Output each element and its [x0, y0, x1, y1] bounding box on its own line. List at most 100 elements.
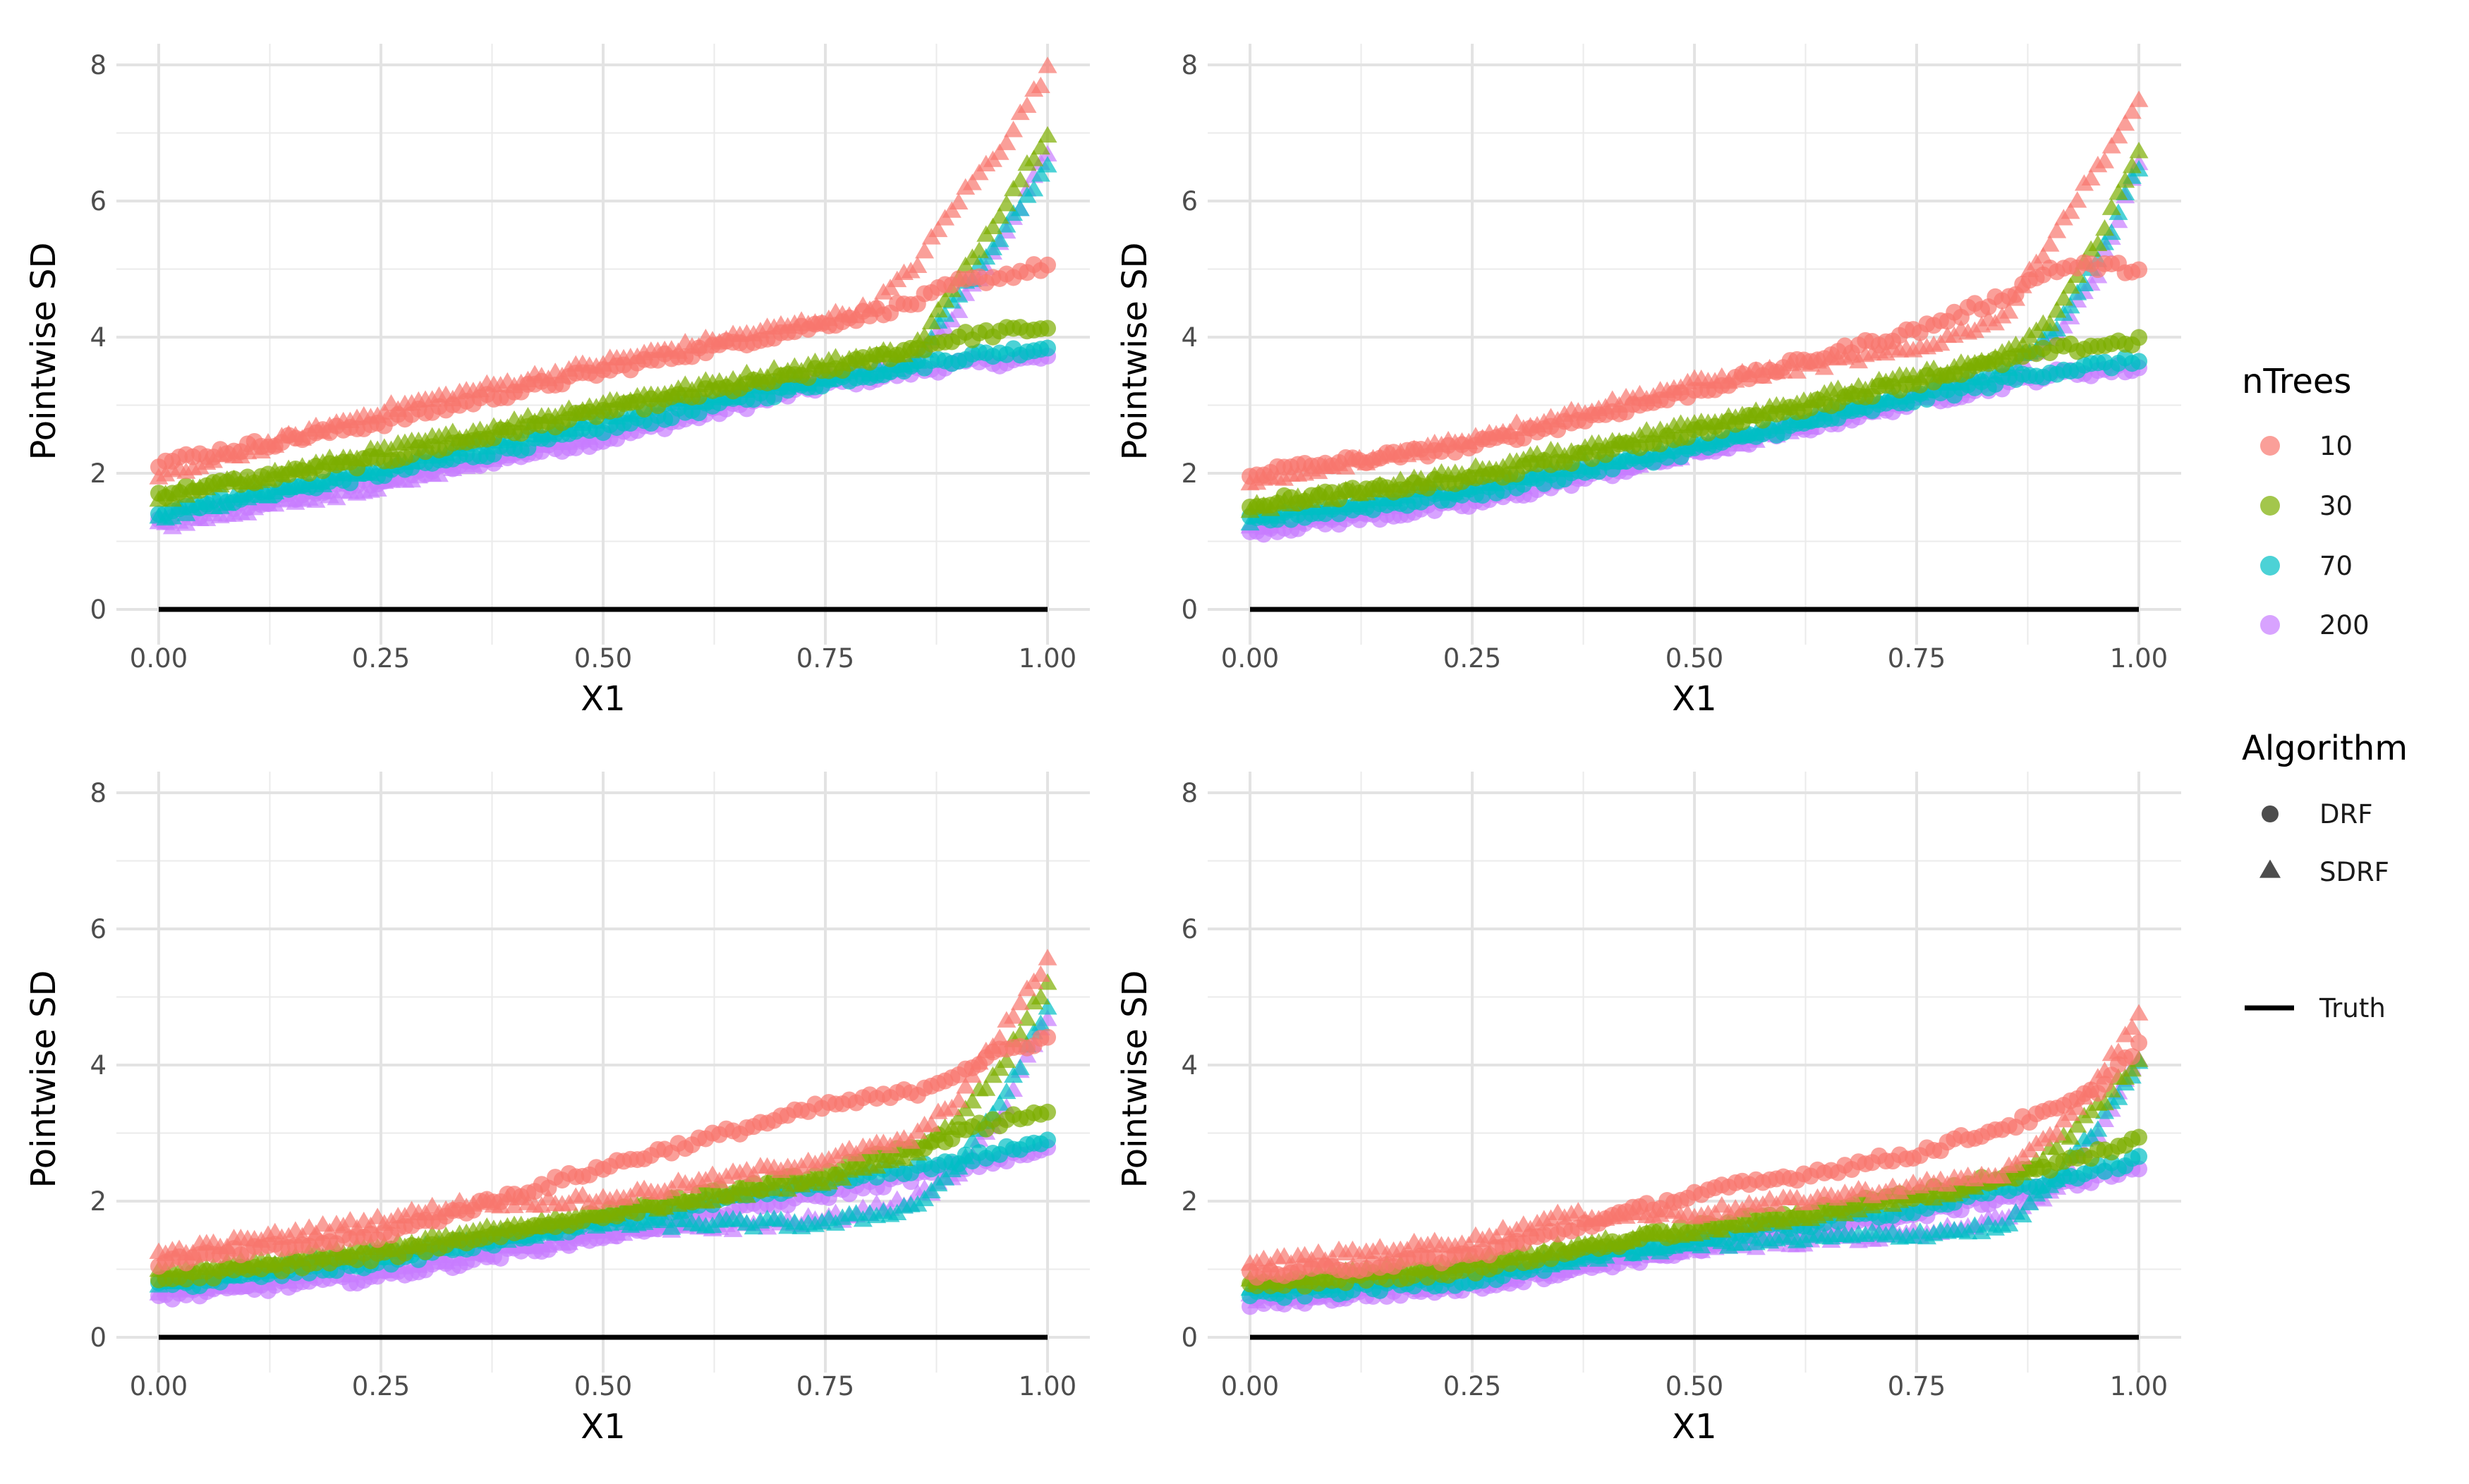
point-sdrf	[962, 1092, 982, 1109]
point-sdrf	[1814, 358, 1834, 375]
point-sdrf	[744, 1165, 763, 1182]
point-sdrf	[921, 312, 941, 329]
point-sdrf	[2088, 234, 2108, 251]
panel-bottom-left: 0 2 4 6 8 0.00 0.25 0.50 0.75 1.00 X1 Pointwise SD	[24, 772, 1090, 1447]
point-sdrf	[949, 301, 969, 318]
point-drf	[2130, 1129, 2147, 1146]
point-sdrf	[2116, 171, 2135, 188]
series-10-drf	[150, 1028, 1056, 1275]
point-sdrf	[915, 241, 935, 259]
y-tick-label: 0	[1181, 595, 1198, 625]
x-tick-label: 0.00	[1221, 643, 1279, 674]
point-sdrf	[928, 300, 948, 318]
point-sdrf	[2006, 289, 2026, 306]
point-sdrf	[942, 1118, 961, 1136]
point-sdrf	[921, 1115, 941, 1132]
x-tick-label: 0.25	[352, 643, 410, 674]
point-sdrf	[1010, 993, 1030, 1011]
point-sdrf	[860, 365, 880, 382]
point-drf	[2130, 353, 2147, 370]
series-10-sdrf	[1240, 90, 2149, 491]
point-drf	[1039, 1028, 1056, 1046]
point-sdrf	[997, 216, 1017, 233]
point-sdrf	[997, 195, 1017, 212]
point-sdrf	[983, 217, 1002, 234]
x-tick-label: 1.00	[2110, 643, 2168, 674]
point-sdrf	[2061, 276, 2080, 294]
point-sdrf	[1609, 396, 1629, 413]
point-drf	[1039, 339, 1056, 357]
x-axis-title: X1	[581, 679, 625, 719]
y-tick-label: 6	[90, 914, 107, 944]
point-sdrf	[962, 1131, 982, 1148]
point-sdrf	[2074, 274, 2094, 292]
point-sdrf	[1024, 150, 1044, 166]
point-sdrf	[723, 1220, 743, 1237]
point-sdrf	[1999, 1215, 2019, 1231]
x-axis-title: X1	[1672, 679, 1716, 719]
legend: nTrees 10 30 70 200 Algorithm DRF SDRF Truth	[2242, 362, 2408, 1023]
y-tick-label: 8	[1181, 50, 1198, 80]
point-sdrf	[2095, 1093, 2115, 1111]
point-sdrf	[847, 306, 866, 324]
point-sdrf	[1985, 366, 2005, 383]
point-sdrf	[1787, 362, 1807, 379]
x-tick-label: 0.75	[1888, 643, 1946, 674]
point-sdrf	[894, 1149, 914, 1167]
point-sdrf	[1753, 367, 1773, 384]
x-tick-label: 0.50	[1666, 643, 1723, 674]
series-30-sdrf	[149, 973, 1057, 1279]
y-tick-label: 4	[90, 1050, 107, 1081]
point-sdrf	[962, 174, 982, 190]
point-drf	[1039, 320, 1056, 337]
point-sdrf	[245, 1276, 265, 1293]
series-10-sdrf	[149, 949, 1057, 1261]
point-sdrf	[1017, 1009, 1037, 1026]
point-sdrf	[1010, 199, 1030, 217]
point-sdrf	[928, 220, 948, 238]
y-tick-label: 6	[1181, 914, 1198, 944]
y-tick-label: 4	[1181, 322, 1198, 353]
point-drf	[2130, 329, 2147, 346]
x-tick-label: 0.00	[130, 643, 188, 674]
point-sdrf	[2013, 1205, 2032, 1223]
y-tick-label: 0	[90, 1322, 107, 1353]
point-sdrf	[1004, 121, 1024, 138]
point-sdrf	[306, 1224, 326, 1241]
legend-title-ntrees: nTrees	[2242, 362, 2351, 401]
y-tick-label: 6	[90, 186, 107, 217]
x-tick-label: 1.00	[1019, 1371, 1076, 1401]
point-sdrf	[997, 1051, 1017, 1069]
point-sdrf	[2088, 1120, 2108, 1137]
point-sdrf	[983, 1037, 1002, 1054]
point-sdrf	[217, 1237, 237, 1255]
point-sdrf	[2061, 202, 2080, 219]
point-sdrf	[867, 297, 887, 314]
point-sdrf	[538, 1236, 558, 1253]
point-sdrf	[915, 327, 935, 344]
point-sdrf	[1038, 949, 1057, 966]
point-sdrf	[2068, 1116, 2087, 1133]
point-sdrf	[2020, 1193, 2039, 1211]
point-sdrf	[1316, 1269, 1335, 1286]
point-sdrf	[2116, 114, 2135, 131]
x-tick-label: 0.50	[574, 643, 632, 674]
point-sdrf	[360, 1216, 380, 1234]
point-sdrf	[908, 1143, 928, 1161]
point-sdrf	[2122, 102, 2142, 119]
point-sdrf	[956, 1077, 976, 1094]
point-sdrf	[2054, 289, 2073, 306]
panel-top-right: 0 2 4 6 8 0.00 0.25 0.50 0.75 1.00 X1 Pointwise SD	[1115, 44, 2181, 719]
point-sdrf	[997, 1082, 1017, 1100]
point-sdrf	[449, 1249, 469, 1266]
point-sdrf	[1725, 371, 1745, 388]
point-sdrf	[990, 1094, 1009, 1111]
point-sdrf	[689, 336, 709, 354]
point-sdrf	[758, 368, 777, 385]
point-sdrf	[908, 256, 928, 273]
y-axis-title: Pointwise SD	[24, 243, 63, 461]
x-tick-label: 0.00	[1221, 1371, 1279, 1401]
point-sdrf	[1038, 56, 1057, 73]
point-sdrf	[962, 1066, 982, 1083]
